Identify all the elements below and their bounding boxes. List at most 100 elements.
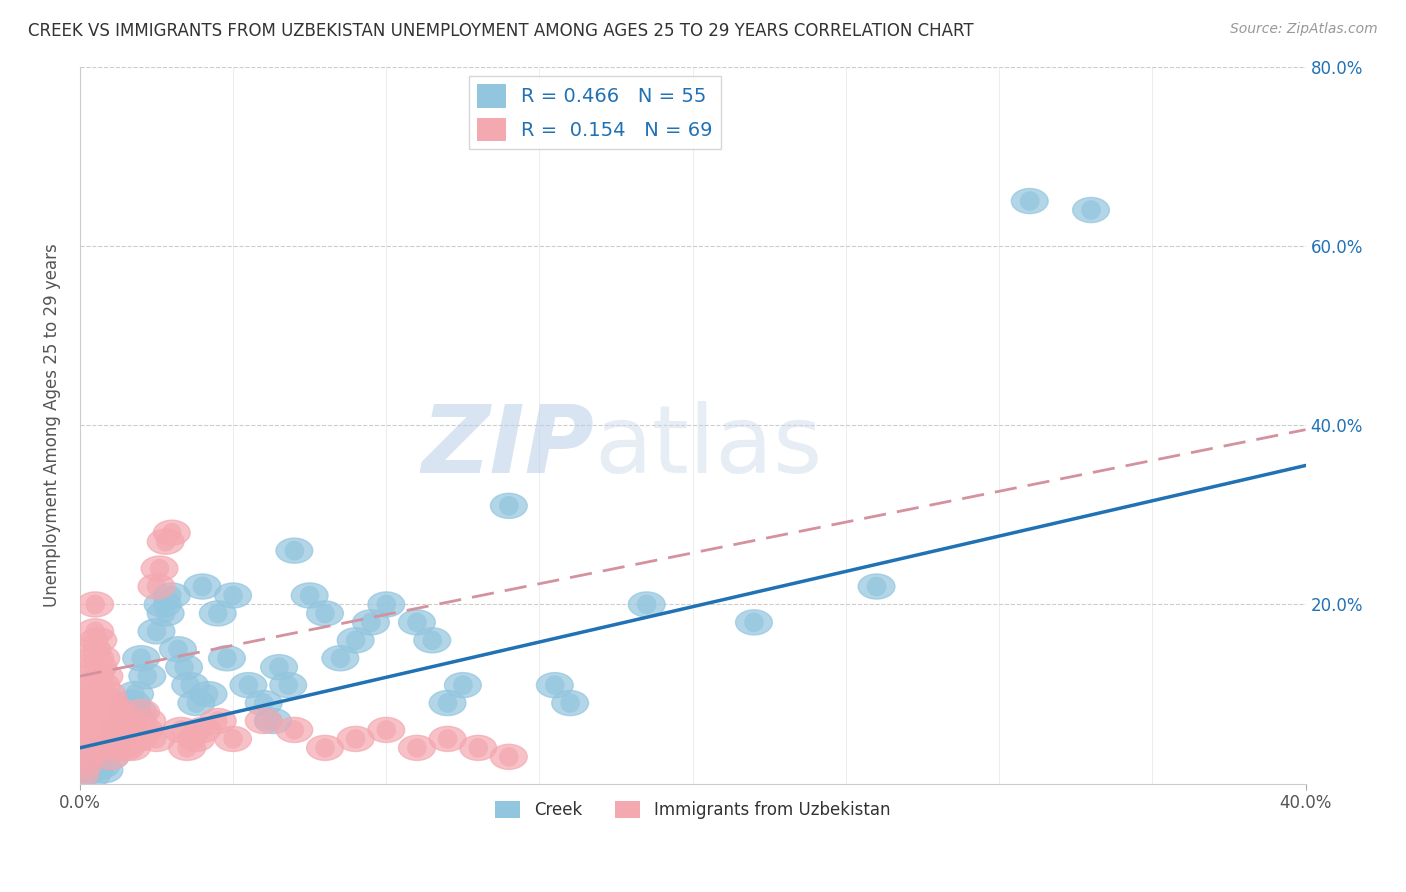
- Point: [160, 589, 183, 603]
- Ellipse shape: [107, 699, 145, 724]
- Ellipse shape: [98, 735, 135, 760]
- Ellipse shape: [107, 708, 145, 733]
- Point: [84, 598, 107, 612]
- Ellipse shape: [73, 637, 111, 662]
- Point: [558, 696, 581, 710]
- Ellipse shape: [86, 690, 122, 715]
- Ellipse shape: [145, 592, 181, 617]
- Point: [160, 525, 183, 540]
- Point: [406, 740, 429, 755]
- Point: [75, 759, 97, 773]
- Ellipse shape: [276, 538, 312, 563]
- Ellipse shape: [245, 708, 283, 733]
- Point: [375, 723, 398, 737]
- Point: [100, 723, 122, 737]
- Ellipse shape: [77, 592, 114, 617]
- Point: [222, 589, 245, 603]
- Point: [129, 651, 152, 665]
- Ellipse shape: [83, 699, 120, 724]
- Ellipse shape: [322, 646, 359, 671]
- Ellipse shape: [163, 717, 200, 742]
- Ellipse shape: [1073, 197, 1109, 223]
- Ellipse shape: [83, 753, 120, 779]
- Ellipse shape: [184, 574, 221, 599]
- Point: [75, 731, 97, 746]
- Point: [170, 723, 193, 737]
- Point: [253, 696, 276, 710]
- Point: [360, 615, 382, 630]
- Point: [77, 723, 100, 737]
- Ellipse shape: [98, 708, 135, 733]
- Ellipse shape: [398, 610, 436, 635]
- Point: [1080, 202, 1102, 217]
- Point: [118, 714, 141, 728]
- Ellipse shape: [89, 735, 125, 760]
- Point: [134, 723, 156, 737]
- Ellipse shape: [179, 726, 215, 751]
- Ellipse shape: [153, 520, 190, 545]
- Point: [406, 615, 429, 630]
- Ellipse shape: [83, 726, 120, 751]
- Y-axis label: Unemployment Among Ages 25 to 29 years: Unemployment Among Ages 25 to 29 years: [44, 244, 60, 607]
- Point: [118, 731, 141, 746]
- Ellipse shape: [337, 726, 374, 751]
- Ellipse shape: [138, 574, 174, 599]
- Ellipse shape: [73, 690, 111, 715]
- Ellipse shape: [184, 717, 221, 742]
- Ellipse shape: [73, 664, 111, 689]
- Point: [105, 740, 128, 755]
- Legend: Creek, Immigrants from Uzbekistan: Creek, Immigrants from Uzbekistan: [489, 794, 897, 826]
- Ellipse shape: [153, 583, 190, 608]
- Point: [436, 696, 458, 710]
- Ellipse shape: [77, 646, 114, 671]
- Point: [103, 731, 125, 746]
- Point: [124, 687, 146, 701]
- Ellipse shape: [307, 601, 343, 626]
- Ellipse shape: [141, 556, 179, 582]
- Point: [375, 598, 398, 612]
- Point: [93, 669, 115, 683]
- Point: [77, 764, 100, 778]
- Point: [87, 660, 110, 674]
- Point: [298, 589, 321, 603]
- Point: [148, 561, 170, 575]
- Ellipse shape: [429, 690, 465, 715]
- Ellipse shape: [122, 699, 159, 724]
- Ellipse shape: [460, 735, 496, 760]
- Ellipse shape: [735, 610, 772, 635]
- Ellipse shape: [96, 726, 132, 751]
- Ellipse shape: [254, 708, 291, 733]
- Point: [267, 660, 290, 674]
- Point: [84, 651, 107, 665]
- Ellipse shape: [368, 717, 405, 742]
- Ellipse shape: [537, 673, 574, 698]
- Point: [152, 598, 174, 612]
- Point: [283, 723, 305, 737]
- Ellipse shape: [67, 726, 104, 751]
- Point: [111, 723, 134, 737]
- Point: [90, 731, 112, 746]
- Ellipse shape: [86, 664, 122, 689]
- Point: [127, 731, 149, 746]
- Point: [84, 755, 107, 769]
- Point: [136, 714, 159, 728]
- Ellipse shape: [111, 726, 148, 751]
- Point: [222, 731, 245, 746]
- Ellipse shape: [291, 583, 328, 608]
- Ellipse shape: [93, 744, 129, 770]
- Point: [173, 660, 195, 674]
- Ellipse shape: [260, 655, 298, 680]
- Point: [75, 714, 97, 728]
- Ellipse shape: [86, 757, 122, 783]
- Point: [96, 740, 118, 755]
- Point: [191, 723, 214, 737]
- Point: [114, 705, 136, 719]
- Point: [121, 696, 143, 710]
- Point: [82, 768, 104, 782]
- Point: [314, 607, 336, 621]
- Ellipse shape: [138, 619, 174, 644]
- Point: [262, 714, 284, 728]
- Ellipse shape: [93, 717, 129, 742]
- Ellipse shape: [117, 717, 153, 742]
- Ellipse shape: [120, 699, 156, 724]
